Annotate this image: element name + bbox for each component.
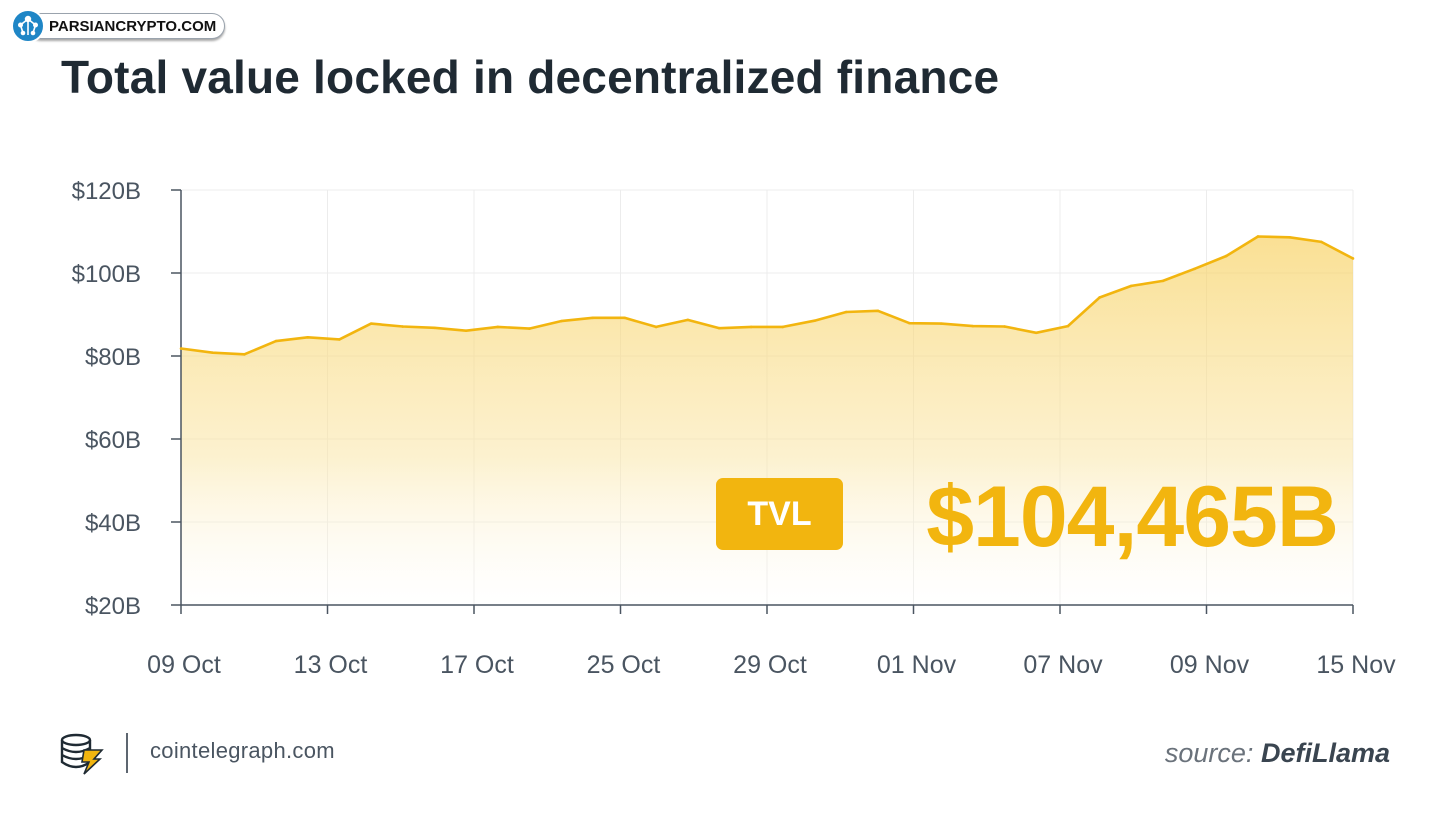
footer-source: source: DefiLlama [1165,738,1390,769]
y-tick-label: $100B [72,261,141,288]
network-tree-icon [11,9,45,43]
data-point [369,322,373,325]
source-name: DefiLlama [1260,738,1390,768]
x-tick-label: 17 Oct [440,651,514,679]
data-point [591,316,595,320]
data-point [1003,325,1006,328]
data-point [1193,267,1196,271]
series-line [180,235,1354,356]
data-point [179,347,183,350]
data-point [496,325,500,329]
data-point [781,325,785,329]
tvl-badge: TVL [716,478,843,550]
x-tick-label: 07 Nov [1023,651,1103,679]
data-point [844,310,848,314]
y-tick-label: $80B [85,344,141,371]
data-point [559,319,563,323]
data-point [274,339,278,343]
data-point [813,319,816,323]
tvl-value: $104,465B [926,469,1339,565]
data-point [1256,235,1260,238]
data-point [971,324,975,328]
y-tick-label: $120B [72,178,141,205]
data-point [686,318,690,322]
y-tick-label: $20B [85,593,141,620]
y-axis-ticks: $20B $40B $60B $80B $100B $120B [72,178,181,620]
data-point [338,338,341,341]
data-point [433,326,436,330]
y-tick-label: $60B [85,427,141,454]
data-point [1098,296,1101,299]
data-point [1224,254,1228,258]
x-axis-ticks: 09 Oct 13 Oct 17 Oct 25 Oct 29 Oct 01 Nov 07 N… [147,605,1396,679]
data-point [1161,279,1165,283]
data-point [939,322,943,325]
data-point [749,325,753,329]
cointelegraph-coins-icon [60,733,104,775]
data-point [1351,257,1355,260]
x-tick-label: 13 Oct [294,651,368,679]
data-point [908,321,911,325]
x-tick-label: 01 Nov [877,651,957,679]
footer-divider [126,733,128,773]
watermark-text: PARSIANCRYPTO.COM [28,13,226,39]
x-tick-label: 09 Nov [1170,651,1250,679]
data-point [876,309,880,313]
data-point [306,336,310,339]
data-point [1066,324,1070,328]
data-point [1320,240,1323,244]
line-layer [179,235,1355,356]
y-tick-label: $40B [85,510,141,537]
data-point [1288,236,1291,239]
data-point [654,325,658,329]
x-tick-label: 29 Oct [733,651,807,679]
data-point [1034,331,1038,335]
data-point [528,327,531,330]
data-point [718,326,721,330]
data-point [243,353,246,356]
x-tick-label: 15 Nov [1316,651,1396,679]
x-tick-label: 25 Oct [587,651,661,679]
data-point [623,316,626,320]
data-point [211,351,214,354]
data-point [1129,284,1133,288]
x-tick-label: 09 Oct [147,651,221,679]
footer-site: cointelegraph.com [150,738,335,763]
data-point [464,329,468,332]
data-point [401,325,405,328]
source-prefix: source: [1164,738,1254,768]
chart-title: Total value locked in decentralized fina… [61,51,1000,103]
